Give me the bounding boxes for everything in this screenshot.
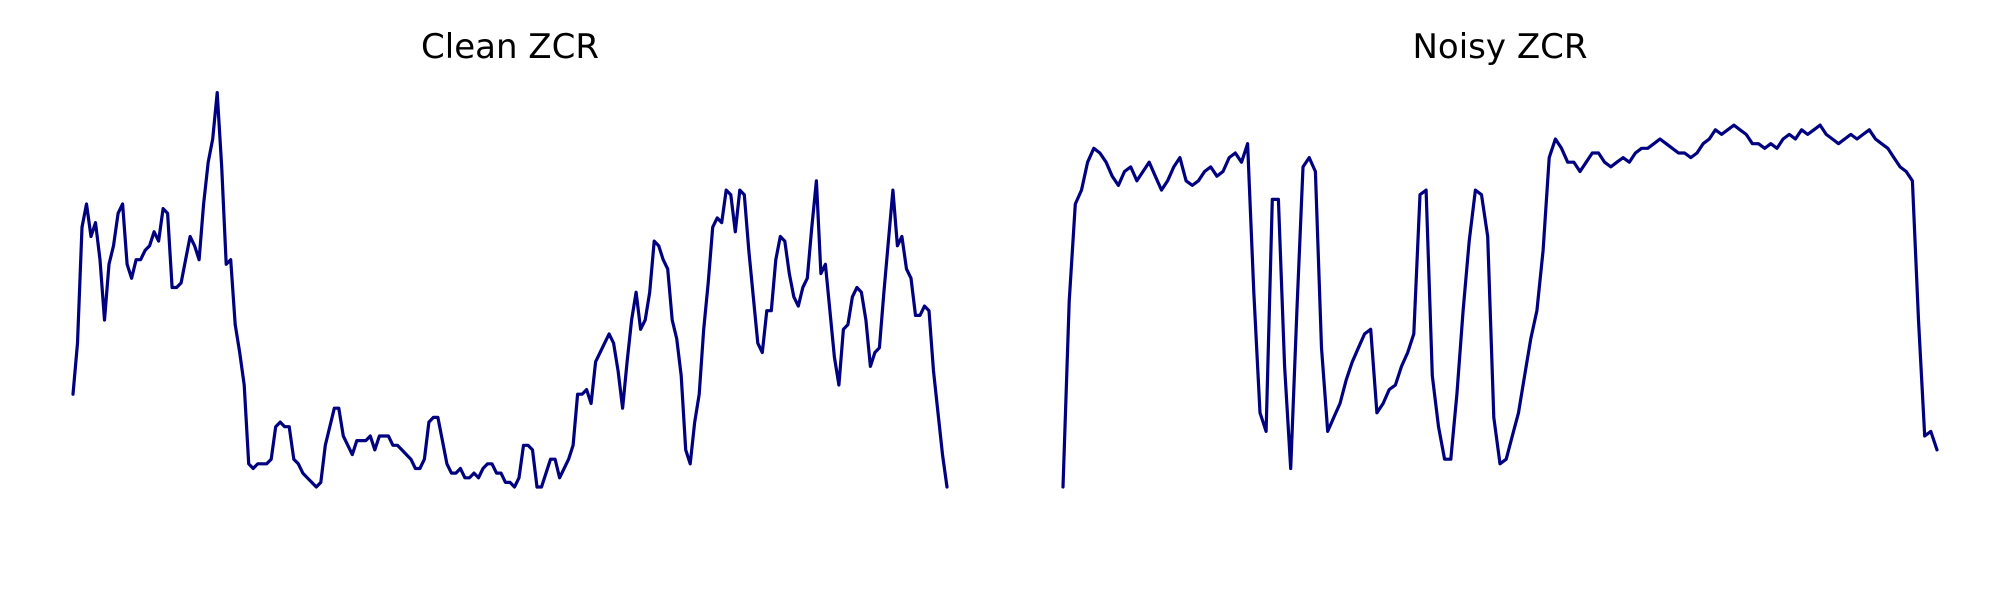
clean-zcr-title: Clean ZCR — [421, 27, 599, 67]
clean-zcr-line — [71, 90, 949, 489]
noisy-zcr-line — [1061, 123, 1939, 489]
noisy-zcr-title: Noisy ZCR — [1413, 27, 1588, 67]
noisy-zcr-panel: Noisy ZCR — [1061, 27, 1939, 489]
clean-zcr-panel: Clean ZCR — [71, 27, 949, 489]
